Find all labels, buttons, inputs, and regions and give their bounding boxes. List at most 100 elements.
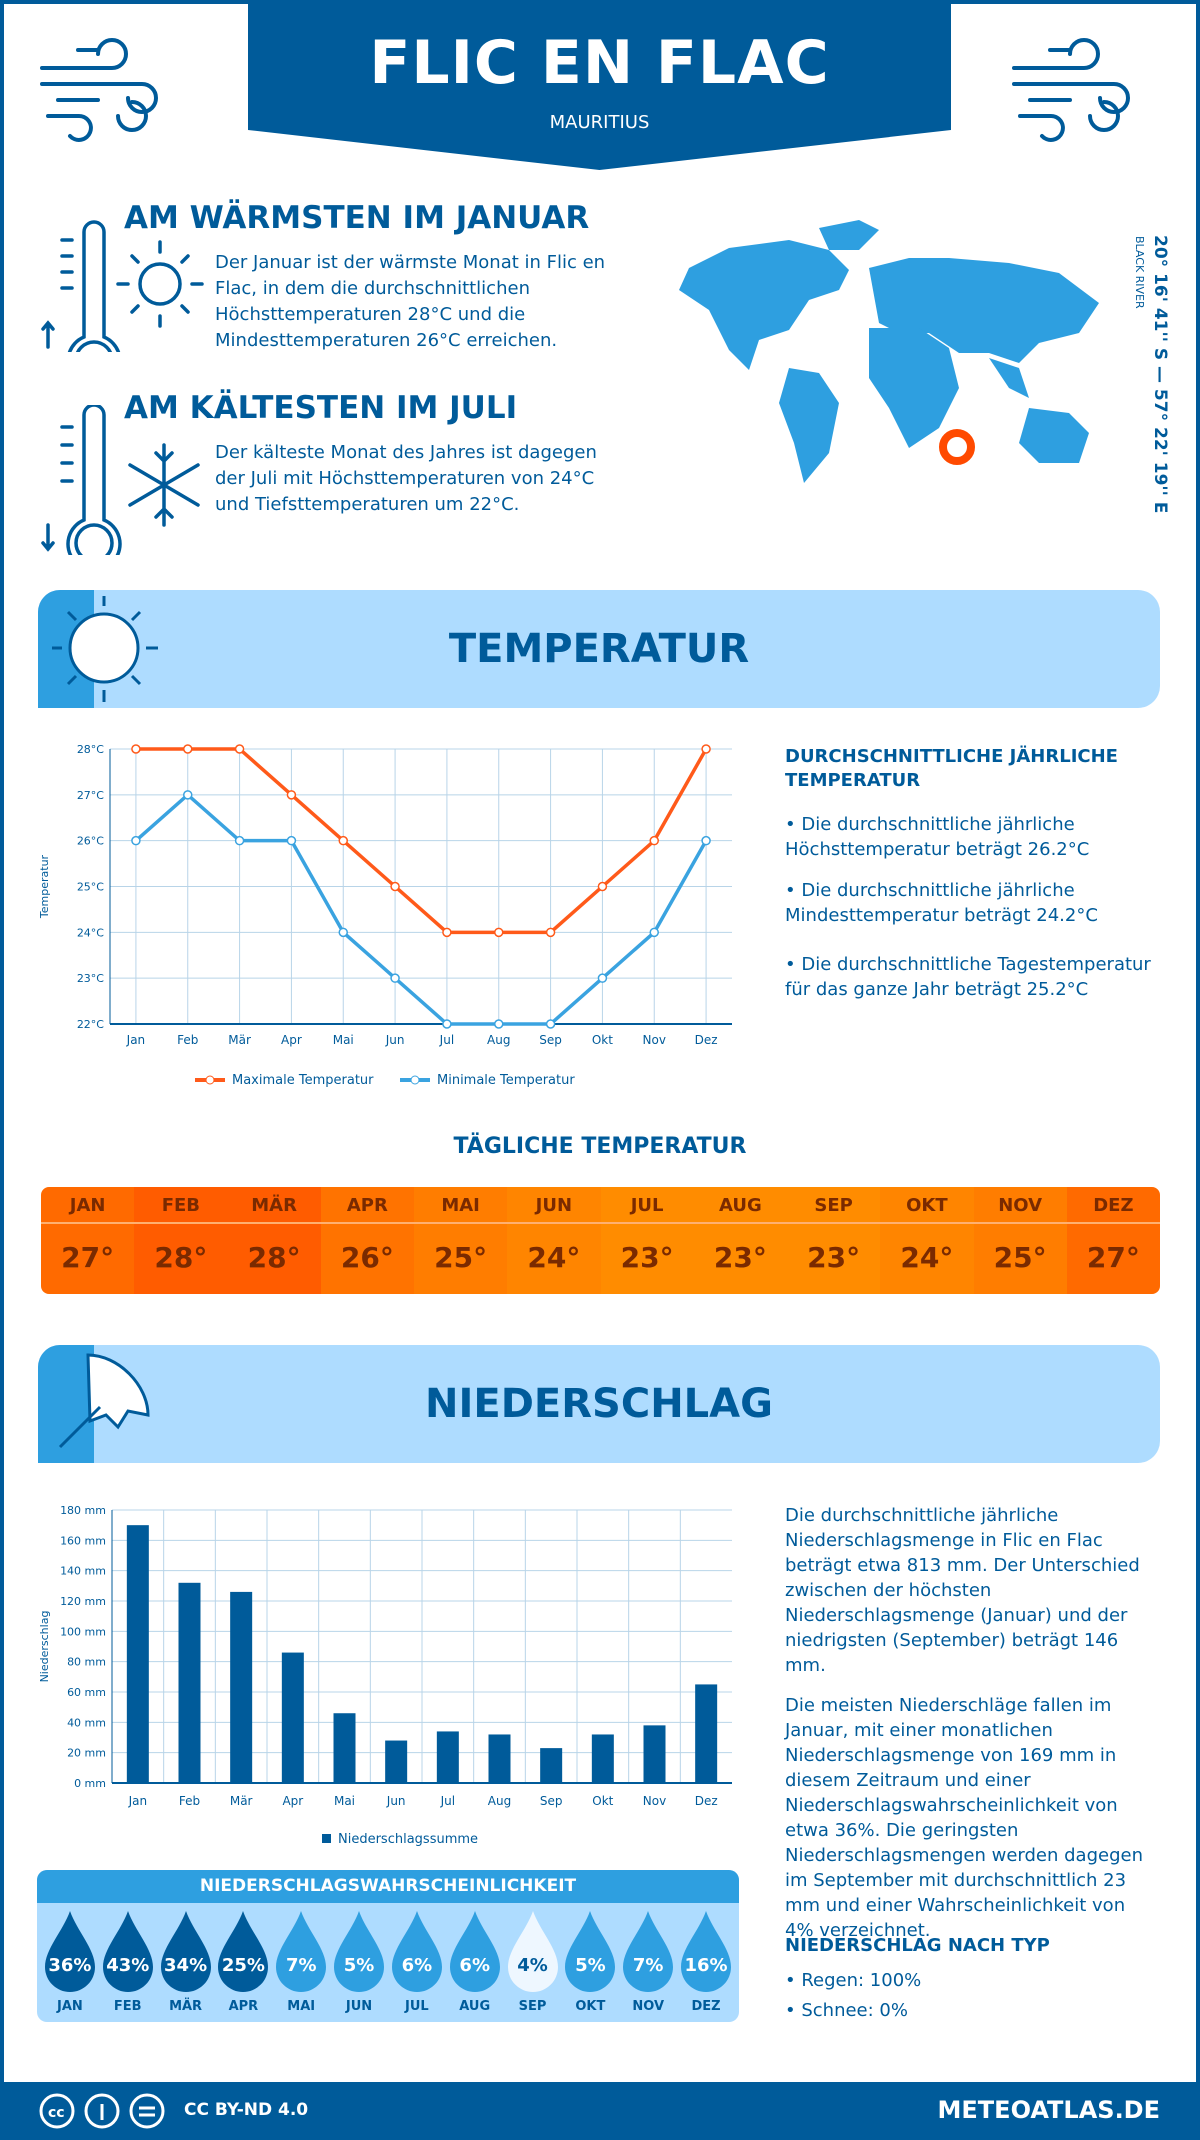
y-tick-label: 120 mm — [60, 1595, 106, 1608]
y-tick-label: 80 mm — [67, 1656, 106, 1669]
annual-temp-bullet: • Die durchschnittliche jährliche Höchst… — [785, 814, 1090, 860]
y-tick-label: 20 mm — [67, 1747, 106, 1760]
y-tick-label: 26°C — [77, 835, 104, 848]
month-label: JAN — [41, 1187, 135, 1224]
legend-label: Minimale Temperatur — [437, 1073, 575, 1088]
series-line — [134, 792, 708, 1026]
daily-temp-cell: DEZ 27° — [1066, 1187, 1160, 1294]
probability-value: 7% — [285, 1955, 317, 1976]
warmest-heading: AM WÄRMSTEN IM JANUAR — [124, 200, 590, 236]
x-tick-label: Apr — [282, 1794, 303, 1808]
coldest-text: Der kälteste Monat des Jahres ist dagege… — [215, 442, 597, 515]
legend-label: Niederschlagssumme — [338, 1832, 478, 1847]
site-link[interactable]: METEOATLAS.DE — [937, 2096, 1160, 2124]
probability-value: 25% — [221, 1955, 265, 1976]
data-point — [597, 973, 608, 983]
data-point — [597, 881, 608, 892]
probability-value: 7% — [632, 1955, 664, 1976]
month-label: DEZ — [691, 1999, 721, 2014]
y-tick-label: 60 mm — [67, 1686, 106, 1699]
daily-temp-cell: JUL 23° — [600, 1187, 694, 1294]
month-label: FEB — [113, 1999, 142, 2014]
raindrop-icon — [681, 1911, 732, 1992]
bar — [591, 1734, 614, 1783]
raindrop-icon — [391, 1911, 442, 1992]
month-label: JAN — [57, 1999, 83, 2014]
month-label: SEP — [518, 1999, 547, 2014]
bar — [385, 1740, 408, 1783]
x-tick-label: Aug — [488, 1794, 511, 1808]
thermometer-sun-icon — [41, 220, 204, 352]
probability-drop: 25% APR — [214, 1909, 272, 2019]
data-point — [390, 973, 400, 983]
probability-drop: 6% AUG — [446, 1909, 504, 2019]
bar — [643, 1725, 666, 1783]
month-label: JUL — [405, 1999, 429, 2014]
y-tick-label: 140 mm — [60, 1565, 106, 1578]
precip-probability-panel: NIEDERSCHLAGSWAHRSCHEINLICHKEIT 36% JAN 43… — [37, 1870, 739, 2022]
header-band — [248, 0, 951, 170]
raindrop-icon — [565, 1911, 616, 1992]
daily-temp-cell: AUG 23° — [693, 1187, 787, 1294]
probability-drop: 5% OKT — [561, 1909, 619, 2019]
month-label: JUL — [600, 1187, 694, 1224]
precipitation-banner: NIEDERSCHLAG — [38, 1345, 1160, 1463]
daily-temp-title: TÄGLICHE TEMPERATUR — [453, 1134, 747, 1159]
x-tick-label: Mai — [334, 1794, 355, 1808]
raindrop-icon — [449, 1911, 500, 1992]
annual-temp-heading: DURCHSCHNITTLICHE JÄHRLICHE TEMPERATUR — [785, 746, 1118, 791]
x-tick-label: Okt — [592, 1033, 613, 1047]
data-point — [338, 835, 348, 846]
y-tick-label: 22°C — [77, 1018, 104, 1031]
sun-icon — [52, 596, 158, 702]
temp-value: 26° — [340, 1241, 394, 1274]
month-label: DEZ — [1066, 1187, 1160, 1224]
month-label: JUN — [507, 1187, 601, 1224]
legend-label: Maximale Temperatur — [232, 1073, 374, 1088]
month-label: MAI — [287, 1999, 316, 2014]
raindrop-icon — [218, 1911, 269, 1992]
bar — [178, 1582, 201, 1783]
precip-summary: Die durchschnittliche jährliche Niedersc… — [785, 1505, 1140, 1676]
probability-drop: 34% MÄR — [157, 1909, 215, 2019]
x-tick-label: Jul — [439, 1033, 454, 1047]
y-tick-label: 23°C — [77, 972, 104, 985]
data-point — [545, 927, 556, 938]
temp-value: 27° — [1086, 1241, 1140, 1274]
temp-value: 28° — [154, 1241, 208, 1274]
month-label: AUG — [693, 1187, 787, 1224]
annual-temp-bullet: • Die durchschnittliche jährliche Mindes… — [785, 880, 1098, 926]
bar — [333, 1713, 356, 1783]
probability-value: 36% — [48, 1955, 92, 1976]
warmest-text: Der Januar ist der wärmste Monat in Flic… — [215, 252, 606, 351]
y-tick-label: 27°C — [77, 789, 104, 802]
bar — [695, 1684, 718, 1783]
data-point — [234, 744, 245, 754]
temperature-title: TEMPERATUR — [448, 626, 750, 672]
month-label: MÄR — [169, 1999, 203, 2014]
y-tick-label: 40 mm — [67, 1716, 106, 1729]
bar — [230, 1591, 253, 1783]
annual-temp-bullet: • Die durchschnittliche Tagestemperatur … — [785, 954, 1151, 1000]
svg-text:cc: cc — [48, 2105, 65, 2121]
temp-value: 25° — [434, 1241, 488, 1274]
probability-value: 34% — [164, 1955, 208, 1976]
series-line — [135, 747, 708, 935]
y-tick-label: 160 mm — [60, 1534, 106, 1547]
probability-value: 16% — [684, 1955, 728, 1976]
raindrop-icon — [102, 1911, 153, 1992]
month-label: OKT — [575, 1999, 606, 2014]
temp-value: 25° — [993, 1241, 1047, 1274]
daily-temp-table: JAN 27° FEB 28° MÄR 28° APR 26° MAI 25° JUN 24° JUL 2… — [41, 1187, 1160, 1294]
temp-value: 23° — [807, 1241, 861, 1274]
data-point — [131, 744, 141, 754]
bar — [488, 1734, 511, 1783]
probability-drop: 16% DEZ — [677, 1909, 735, 2019]
x-tick-label: Nov — [643, 1033, 666, 1047]
daily-temp-cell: SEP 23° — [787, 1187, 881, 1294]
location-marker — [939, 429, 975, 465]
month-label: MAI — [414, 1187, 508, 1224]
month-label: NOV — [973, 1187, 1067, 1224]
data-point — [649, 835, 659, 846]
raindrop-icon — [276, 1911, 327, 1992]
